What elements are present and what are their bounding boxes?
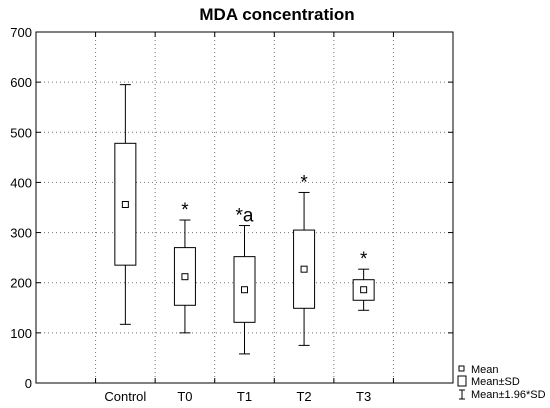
annotation-t3: *	[360, 249, 368, 270]
mean-marker	[360, 286, 368, 294]
legend-label: Mean±SD	[471, 376, 520, 388]
x-tick-label: T0	[177, 389, 192, 404]
box-series	[114, 84, 375, 355]
y-axis: 0 100 200 300 400 500 600 700	[10, 25, 453, 391]
mean-marker	[181, 273, 189, 281]
mean-marker	[121, 200, 129, 208]
annotation-t1: *a	[236, 206, 254, 227]
legend-label: Mean	[471, 364, 499, 376]
y-tick-label: 700	[10, 25, 32, 40]
legend-mean-icon	[458, 365, 465, 372]
y-tick-label: 200	[10, 276, 32, 291]
legend-label: Mean±1.96*SD	[471, 389, 546, 401]
y-tick-label: 500	[10, 125, 32, 140]
y-tick-label: 0	[25, 376, 32, 391]
x-tick-label: T1	[237, 389, 252, 404]
y-tick-label: 400	[10, 175, 32, 190]
x-axis: Control T0 T1 T2 T3	[95, 32, 394, 404]
legend-box-icon	[457, 375, 467, 387]
mean-marker	[300, 265, 308, 273]
box-group-control	[114, 84, 137, 325]
x-tick-label: T3	[356, 389, 371, 404]
chart-title: MDA concentration	[199, 5, 354, 24]
plot-frame	[35, 31, 454, 384]
box-group-t0	[173, 219, 196, 334]
significance-annotations: * *a * *	[181, 172, 368, 270]
annotation-t2: *	[300, 172, 308, 193]
box-group-t1	[233, 225, 256, 355]
x-tick-label: Control	[104, 389, 146, 404]
box-group-t3	[352, 268, 375, 311]
annotation-t0: *	[181, 200, 189, 221]
y-tick-label: 100	[10, 326, 32, 341]
mean-marker	[241, 286, 248, 294]
y-tick-label: 600	[10, 75, 32, 90]
y-tick-label: 300	[10, 226, 32, 241]
box-group-t2	[293, 191, 316, 346]
x-tick-label: T2	[296, 389, 311, 404]
